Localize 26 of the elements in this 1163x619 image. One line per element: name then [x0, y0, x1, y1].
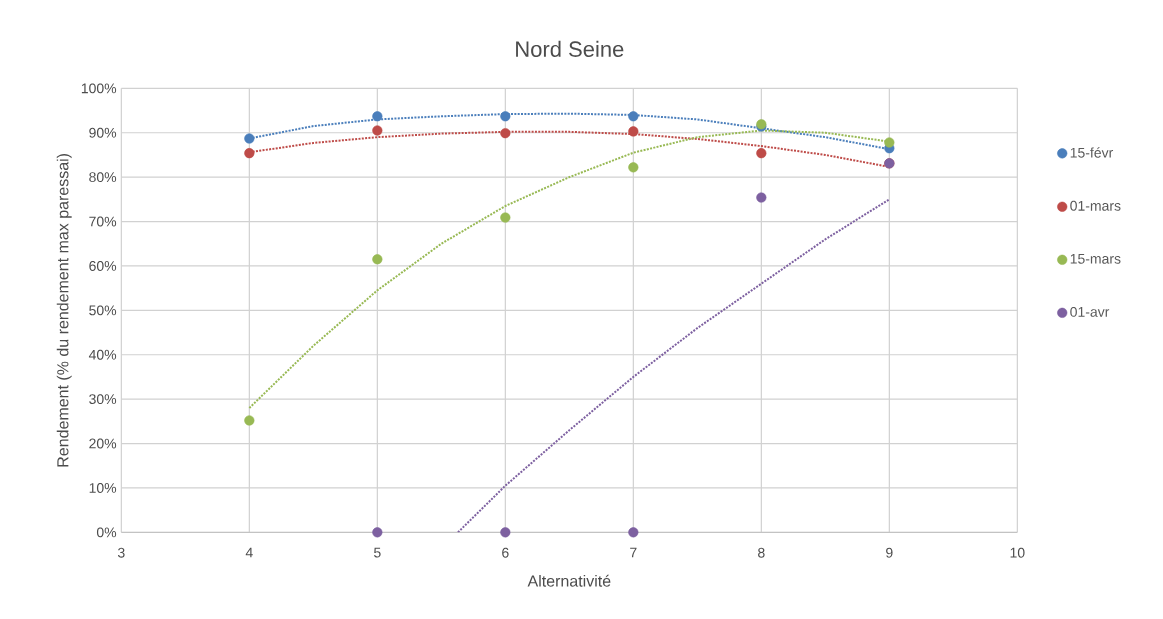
x-tick-label: 8: [758, 547, 765, 558]
x-tick-label: 3: [117, 547, 125, 558]
y-tick-label: 80%: [89, 172, 117, 183]
y-axis-title: Rendement (% du rendement max paressai): [56, 153, 72, 467]
x-tick-label: 7: [630, 547, 637, 558]
legend-label: 15-févr: [1070, 147, 1114, 158]
y-tick-label: 10%: [89, 482, 117, 493]
chart-title: Nord Seine: [516, 40, 624, 57]
x-tick-label: 6: [502, 547, 509, 558]
y-tick-label: 90%: [89, 127, 117, 138]
y-tick-label: 30%: [89, 394, 117, 405]
legend-label: 01-avr: [1070, 306, 1110, 317]
x-axis-title: Alternativité: [527, 574, 611, 587]
legend-label: 15-mars: [1070, 253, 1121, 264]
x-tick-label: 5: [374, 547, 381, 558]
y-tick-label: 0%: [96, 527, 117, 538]
y-tick-label: 20%: [89, 438, 117, 449]
legend-label: 01-mars: [1070, 200, 1121, 211]
y-tick-label: 40%: [88, 349, 117, 360]
x-tick-label: 4: [245, 547, 253, 558]
y-tick-label: 60%: [89, 260, 117, 271]
x-tick-label: 9: [886, 547, 893, 558]
y-tick-label: 50%: [89, 305, 117, 316]
y-tick-label: 100%: [81, 83, 117, 94]
x-tick-label: 10: [1010, 547, 1025, 558]
y-tick-label: 70%: [89, 216, 117, 227]
